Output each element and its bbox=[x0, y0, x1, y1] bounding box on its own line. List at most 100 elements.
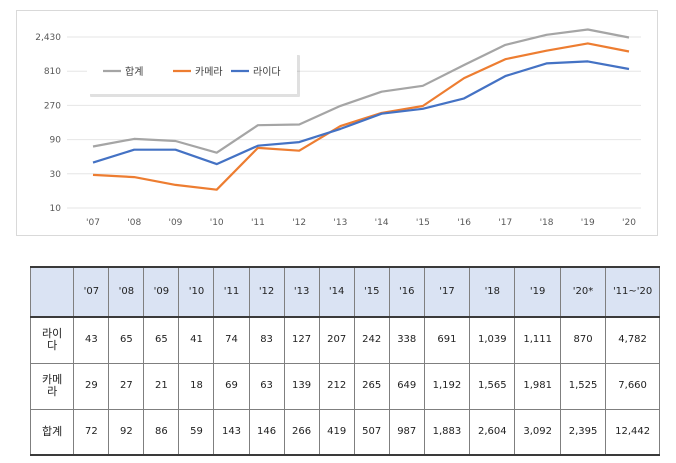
x-tick-label: '09 bbox=[168, 218, 182, 228]
table-header-cell: '16 bbox=[388, 266, 425, 318]
table-cell: 1,883 bbox=[423, 408, 471, 456]
table-header-cell: '18 bbox=[469, 266, 516, 318]
table-header-cell: '17 bbox=[423, 266, 471, 318]
x-tick-label: '07 bbox=[86, 218, 100, 228]
table-row: 합계 72 92 86 59 143 146 266 419 507 987 1,883 2,604 3,… bbox=[29, 408, 660, 456]
table-header-row: '07'08'09'10'11'12'13'14'15'16'17'18'19 '… bbox=[29, 266, 660, 318]
table-cell: 65 bbox=[143, 316, 180, 364]
table-cell: 146 bbox=[248, 408, 285, 456]
row-label: 라이다 bbox=[29, 316, 75, 364]
row-label: 합계 bbox=[29, 408, 75, 456]
table-cell: 29 bbox=[73, 362, 110, 410]
x-tick-label: '20 bbox=[622, 218, 636, 228]
series-line bbox=[92, 42, 630, 191]
line-chart: 2,430 810 270 90 30 10 '07'08'09'10'11'12'13 '… bbox=[16, 10, 658, 236]
table-header-cell: '11 bbox=[213, 266, 250, 318]
table-cell: 691 bbox=[423, 316, 471, 364]
table-cell: 69 bbox=[213, 362, 250, 410]
table-header-cell: '15 bbox=[353, 266, 390, 318]
table-header-cell: '10 bbox=[178, 266, 215, 318]
table-cell: 987 bbox=[388, 408, 425, 456]
table-header-cell: '13 bbox=[283, 266, 320, 318]
table-header-cell: '09 bbox=[143, 266, 180, 318]
table-cell: 1,111 bbox=[514, 316, 561, 364]
table-cell: 266 bbox=[283, 408, 320, 456]
x-tick-label: '11 bbox=[251, 218, 265, 228]
table-cell: 649 bbox=[388, 362, 425, 410]
table-cell: 12,442 bbox=[605, 408, 660, 456]
table-row: 카메라 29 27 21 18 69 63 139 212 265 649 1,192 1,565 1,9… bbox=[29, 362, 660, 410]
y-tick-label: 2,430 bbox=[35, 33, 61, 43]
x-tick-label: '08 bbox=[127, 218, 141, 228]
table-cell: 7,660 bbox=[605, 362, 660, 410]
x-axis-ticks: '07 '08 '09 '10 '11 '12 '13 '14 '15 '16 '17 '18 '19 '… bbox=[86, 218, 636, 228]
y-tick-label: 270 bbox=[44, 101, 61, 111]
row-label: 카메라 bbox=[29, 362, 75, 410]
legend-label: 합계 bbox=[125, 66, 143, 78]
series-line bbox=[92, 28, 630, 154]
table-header-cell: '20* bbox=[559, 266, 607, 318]
table-header-cell: '12 bbox=[248, 266, 285, 318]
table-cell: 21 bbox=[143, 362, 180, 410]
table-cell: 212 bbox=[318, 362, 355, 410]
table-cell: 2,395 bbox=[559, 408, 607, 456]
table-header-cell: '07 bbox=[73, 266, 110, 318]
legend-box bbox=[87, 52, 297, 94]
table-cell: 507 bbox=[353, 408, 390, 456]
x-tick-label: '12 bbox=[292, 218, 306, 228]
table-cell: 207 bbox=[318, 316, 355, 364]
table-header-cell: '08 bbox=[108, 266, 145, 318]
table-cell: 65 bbox=[108, 316, 145, 364]
x-tick-label: '13 bbox=[333, 218, 347, 228]
x-tick-label: '15 bbox=[416, 218, 430, 228]
table-cell: 27 bbox=[108, 362, 145, 410]
table-cell: 41 bbox=[178, 316, 215, 364]
table-cell: 4,782 bbox=[605, 316, 660, 364]
table-cell: 3,092 bbox=[514, 408, 561, 456]
y-tick-label: 30 bbox=[50, 170, 62, 180]
legend-label: 카메라 bbox=[195, 66, 223, 78]
table-cell: 127 bbox=[283, 316, 320, 364]
x-tick-label: '17 bbox=[498, 218, 512, 228]
legend: 합계 카메라 라이다 bbox=[87, 52, 300, 97]
table-cell: 18 bbox=[178, 362, 215, 410]
table-cell: 265 bbox=[353, 362, 390, 410]
x-tick-label: '16 bbox=[457, 218, 471, 228]
data-table: '07'08'09'10'11'12'13'14'15'16'17'18'19 '… bbox=[29, 266, 660, 456]
table-cell: 1,039 bbox=[469, 316, 516, 364]
y-tick-label: 810 bbox=[44, 67, 61, 77]
x-tick-label: '14 bbox=[375, 218, 389, 228]
table-cell: 74 bbox=[213, 316, 250, 364]
table-cell: 63 bbox=[248, 362, 285, 410]
table-header-cell: '14 bbox=[318, 266, 355, 318]
x-tick-label: '18 bbox=[540, 218, 554, 228]
table-corner-cell bbox=[29, 266, 75, 318]
table-cell: 59 bbox=[178, 408, 215, 456]
table-header-cell: '11~'20 bbox=[605, 266, 660, 318]
table-cell: 419 bbox=[318, 408, 355, 456]
table-cell: 1,192 bbox=[423, 362, 471, 410]
table-cell: 86 bbox=[143, 408, 180, 456]
table-cell: 139 bbox=[283, 362, 320, 410]
table-body: 라이다 43 65 65 41 74 83 127 207 242 338 691 1,039 1,111… bbox=[29, 316, 660, 456]
series-line bbox=[92, 60, 630, 166]
data-table-container: '07'08'09'10'11'12'13'14'15'16'17'18'19 '… bbox=[29, 266, 660, 456]
table-cell: 143 bbox=[213, 408, 250, 456]
legend-label: 라이다 bbox=[253, 66, 281, 78]
y-tick-label: 90 bbox=[50, 136, 62, 146]
table-cell: 1,565 bbox=[469, 362, 516, 410]
table-cell: 92 bbox=[108, 408, 145, 456]
table-cell: 83 bbox=[248, 316, 285, 364]
y-axis-ticks: 2,430 810 270 90 30 10 bbox=[35, 33, 61, 214]
series-lines bbox=[92, 28, 630, 191]
table-cell: 1,981 bbox=[514, 362, 561, 410]
table-cell: 72 bbox=[73, 408, 110, 456]
table-cell: 2,604 bbox=[469, 408, 516, 456]
x-tick-label: '19 bbox=[581, 218, 595, 228]
table-cell: 242 bbox=[353, 316, 390, 364]
x-tick-label: '10 bbox=[210, 218, 224, 228]
y-tick-label: 10 bbox=[50, 204, 62, 214]
table-cell: 338 bbox=[388, 316, 425, 364]
table-cell: 870 bbox=[559, 316, 607, 364]
